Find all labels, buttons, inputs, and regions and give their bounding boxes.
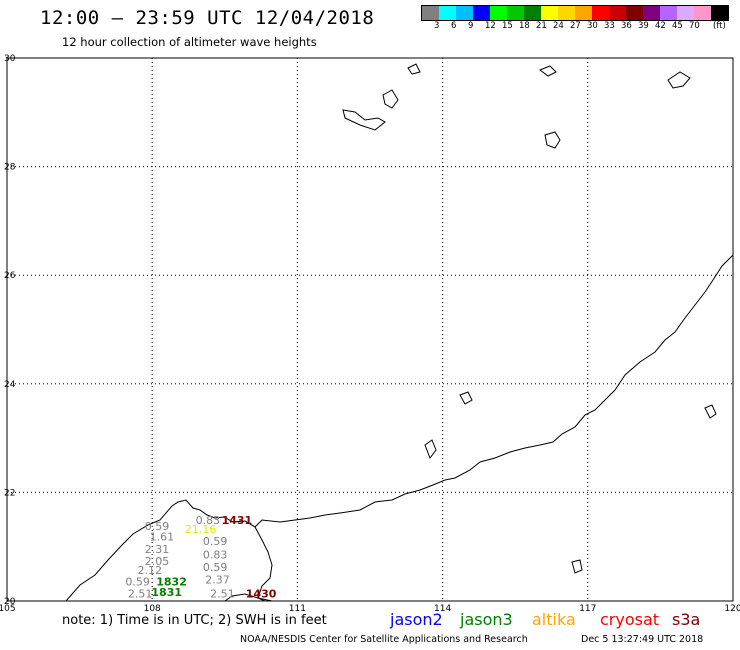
lat-tick-label: 24: [4, 380, 16, 390]
lon-tick-label: 108: [144, 604, 161, 614]
map-frame: [6, 57, 734, 602]
legend-label: 42: [655, 21, 666, 31]
legend-labels: 3 6 9 12 15 18 21 24 27 30 33 36 39 42 45 70: [421, 21, 740, 33]
lat-tick-label: 28: [4, 163, 16, 173]
lat-tick-label: 22: [4, 488, 15, 498]
legend-swatch: [456, 6, 473, 20]
hainan-coast: [224, 593, 273, 602]
lon-tick-label: 117: [579, 604, 596, 614]
island: [667, 71, 691, 89]
legend-label: 70: [689, 21, 700, 31]
legend-swatch: [609, 6, 626, 20]
island: [544, 131, 561, 149]
legend-swatch: [626, 6, 643, 20]
lat-tick-label: 26: [4, 271, 16, 281]
footer-note: note: 1) Time is in UTC; 2) SWH is in fe…: [62, 613, 327, 628]
legend-swatch: [439, 6, 456, 20]
lon-tick-label: 111: [289, 604, 306, 614]
legend-unit: (ft): [713, 21, 726, 31]
legend-label: 30: [587, 21, 598, 31]
island: [704, 404, 717, 419]
legend-swatch: [422, 6, 439, 20]
island: [342, 109, 386, 131]
legend-swatch: [507, 6, 524, 20]
legend-swatch: [711, 6, 728, 20]
legend-label: 18: [519, 21, 530, 31]
wave-height-label: 0.59: [203, 535, 228, 548]
legend-swatch: [660, 6, 677, 20]
wave-height-label: 1431: [222, 514, 253, 527]
wave-height-label: 0.83: [196, 514, 221, 527]
legend-label: 24: [553, 21, 564, 31]
lon-tick-label: 120: [724, 604, 740, 614]
wave-height-label: 21.16: [185, 523, 217, 536]
peninsula-coast: [254, 526, 273, 602]
wave-height-label: 2.12: [138, 564, 163, 577]
wave-height-label: 2.31: [145, 543, 170, 556]
satellite-label-jason2: jason2: [390, 610, 443, 629]
legend-label: 6: [451, 21, 457, 31]
lat-tick-label: 30: [4, 54, 16, 64]
legend-label: 9: [468, 21, 474, 31]
wave-height-label: 2.51: [210, 588, 235, 601]
legend-label: 36: [621, 21, 632, 31]
legend-label: 21: [536, 21, 547, 31]
legend-swatch: [541, 6, 558, 20]
legend-label: 12: [485, 21, 496, 31]
wave-height-label: 1.61: [150, 531, 175, 544]
wave-height-label: 0.83: [203, 549, 228, 562]
wave-height-label: 0.59: [145, 520, 170, 533]
legend-swatch: [592, 6, 609, 20]
legend-label: 27: [570, 21, 581, 31]
island: [571, 559, 583, 574]
wave-height-label: 2.05: [145, 555, 170, 568]
timestamp: Dec 5 13:27:49 UTC 2018: [581, 634, 704, 645]
legend-swatch: [558, 6, 575, 20]
coastline: [65, 254, 734, 602]
wave-height-label: 2.51: [128, 588, 153, 601]
legend-swatch: [575, 6, 592, 20]
satellite-label-altika: altika: [532, 610, 576, 629]
wave-height-label: 2.37: [205, 574, 230, 587]
island: [407, 63, 421, 75]
satellite-label-s3a: s3a: [672, 610, 701, 629]
island: [538, 65, 557, 77]
legend-swatch: [524, 6, 541, 20]
lon-tick-label: 114: [434, 604, 451, 614]
color-legend: [421, 5, 729, 21]
lat-tick-label: 20: [4, 597, 16, 607]
legend-swatch: [473, 6, 490, 20]
wave-height-label: 1831: [151, 586, 182, 599]
wave-height-label: 0.59: [125, 575, 150, 588]
legend-label: 15: [502, 21, 513, 31]
legend-swatch: [694, 6, 711, 20]
wave-height-label: 1832: [156, 575, 187, 588]
satellite-label-jason3: jason3: [460, 610, 513, 629]
page-title: 12:00 – 23:59 UTC 12/04/2018: [40, 7, 375, 29]
lon-tick-label: 105: [0, 604, 16, 614]
island: [382, 89, 399, 109]
wave-height-label: 1430: [246, 588, 277, 601]
island: [424, 439, 437, 460]
legend-label: 39: [638, 21, 649, 31]
satellite-label-cryosat: cryosat: [600, 610, 660, 629]
legend-swatch: [677, 6, 694, 20]
island: [459, 391, 473, 405]
legend-label: 33: [604, 21, 615, 31]
credit-text: NOAA/NESDIS Center for Satellite Applica…: [240, 634, 528, 645]
legend-label: 45: [672, 21, 683, 31]
legend-swatch: [490, 6, 507, 20]
page-subtitle: 12 hour collection of altimeter wave hei…: [62, 35, 317, 49]
legend-label: 3: [434, 21, 440, 31]
wave-height-label: 0.59: [203, 561, 228, 574]
legend-swatch: [643, 6, 660, 20]
